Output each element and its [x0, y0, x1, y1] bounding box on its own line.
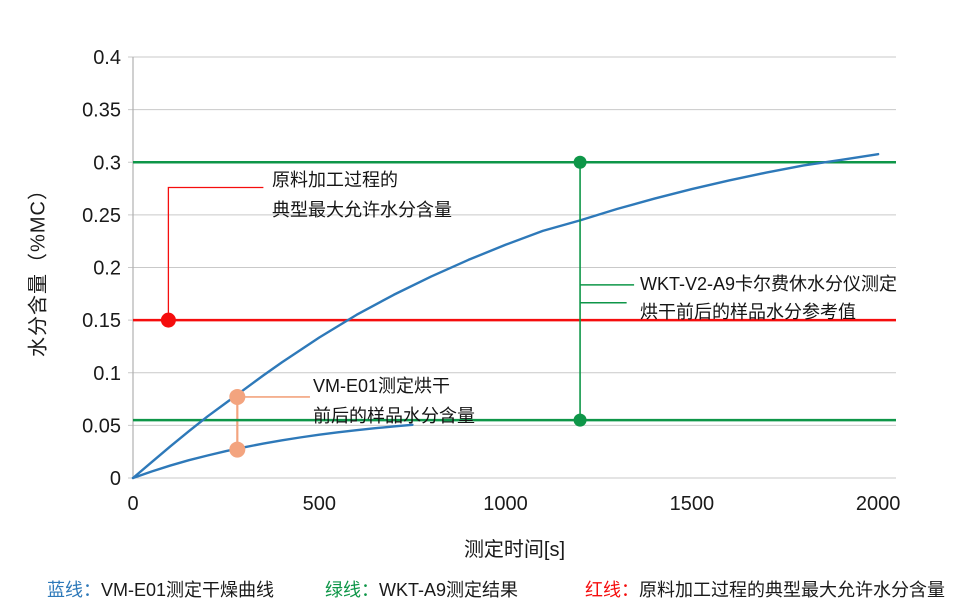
x-tick-label: 2000: [856, 493, 901, 515]
annotation-line: VM-E01测定烘干: [313, 376, 451, 396]
y-tick-label: 0.15: [82, 310, 121, 332]
vm-before-point: [229, 388, 246, 405]
x-tick-label: 500: [303, 493, 336, 515]
x-axis-title: 测定时间[s]: [463, 539, 566, 561]
y-tick-label: 0: [110, 468, 121, 490]
drying-curve: [131, 423, 414, 480]
legend-label-blue: VM-E01测定干燥曲线: [101, 580, 275, 600]
annotation-line: 典型最大允许水分含量: [272, 200, 452, 220]
legend-item-red: 红线：原料加工过程的典型最大允许水分含量: [585, 577, 945, 603]
legend-key-green: 绿线：: [325, 580, 379, 600]
max-allowed-point: [160, 312, 176, 328]
annotation-max-allowed-moisture: 原料加工过程的 典型最大允许水分含量: [272, 165, 452, 225]
x-tick-label: 1000: [483, 493, 528, 515]
max-allowed-leader: [167, 186, 264, 321]
drying-curve: [131, 152, 880, 480]
y-tick-label: 0.05: [82, 415, 121, 437]
moisture-drying-chart: 0 0.05 0.1 0.15 0.2 0.25 0.3 0.35 0.4 0 500 1000 150…: [82, 47, 901, 515]
x-tick-label: 1500: [670, 493, 715, 515]
annotation-line: 烘干前后的样品水分参考值: [640, 302, 856, 322]
y-tick-label: 0.3: [93, 152, 121, 174]
wkt-before-point: [573, 155, 587, 169]
annotation-line: 前后的样品水分含量: [313, 406, 475, 426]
legend-item-green: 绿线：WKT-A9测定结果: [325, 577, 518, 603]
y-tick-label: 0.1: [93, 363, 121, 385]
annotation-line: 原料加工过程的: [272, 170, 398, 190]
annotation-vm-sample: VM-E01测定烘干 前后的样品水分含量: [313, 371, 475, 431]
legend-key-red: 红线：: [585, 580, 639, 600]
legend-item-blue: 蓝线：VM-E01测定干燥曲线: [47, 577, 274, 603]
wkt-after-point: [573, 413, 587, 427]
y-tick-label: 0.25: [82, 205, 121, 227]
y-axis-title: 水分含量（%MC）: [27, 179, 50, 357]
annotation-line: WKT-V2-A9卡尔费休水分仪测定: [640, 274, 898, 294]
legend-label-red: 原料加工过程的典型最大允许水分含量: [639, 580, 945, 600]
legend-label-green: WKT-A9测定结果: [379, 580, 519, 600]
y-tick-label: 0.35: [82, 100, 121, 122]
vm-after-point: [229, 441, 246, 458]
legend-key-blue: 蓝线：: [47, 580, 101, 600]
x-tick-label: 0: [127, 493, 138, 515]
annotation-wkt-reference: WKT-V2-A9卡尔费休水分仪测定 烘干前后的样品水分参考值: [640, 270, 897, 326]
legend: 蓝线：VM-E01测定干燥曲线 绿线：WKT-A9测定结果 红线：原料加工过程的…: [0, 577, 960, 605]
y-tick-label: 0.4: [93, 47, 121, 69]
y-tick-label: 0.2: [93, 258, 121, 280]
